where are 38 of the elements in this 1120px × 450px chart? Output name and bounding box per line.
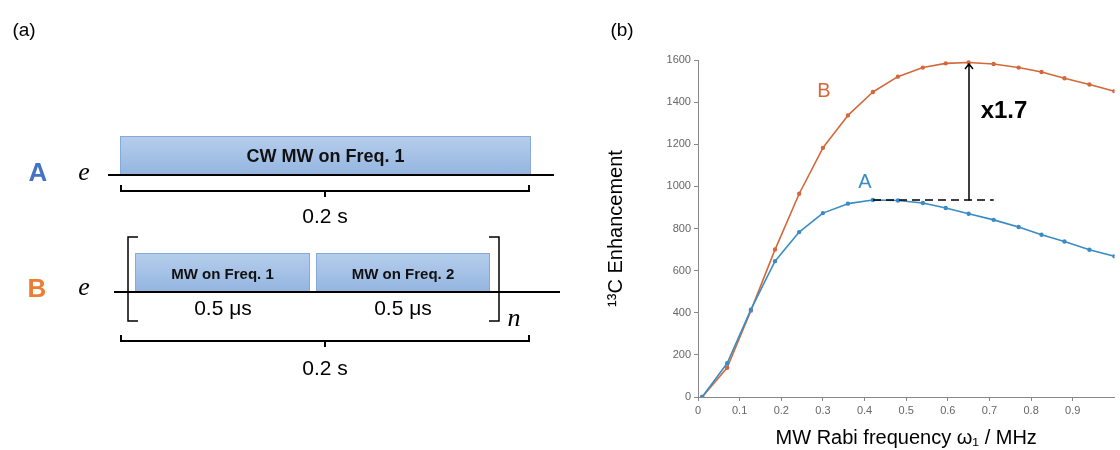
text: (a) bbox=[12, 19, 36, 41]
text: e bbox=[78, 157, 90, 187]
y-tick-label: 1000 bbox=[666, 179, 691, 192]
y-tick-label: 600 bbox=[672, 263, 691, 276]
y-tick-label: 800 bbox=[672, 221, 691, 234]
text: A bbox=[28, 156, 48, 188]
text: 0.5 μs bbox=[374, 296, 432, 320]
y-tick-label: 1400 bbox=[666, 95, 691, 108]
text: B bbox=[27, 272, 47, 304]
annotation: x1.7 bbox=[980, 95, 1028, 123]
x-tick-label: 0.4 bbox=[856, 403, 873, 416]
series-label: B bbox=[817, 78, 831, 101]
x-tick-label: 0 bbox=[694, 403, 702, 416]
y-tick-label: 1600 bbox=[666, 53, 691, 66]
text: 0.2 s bbox=[302, 204, 348, 228]
y-tick-label: 400 bbox=[672, 305, 691, 318]
text: 0.5 μs bbox=[194, 296, 252, 320]
y-tick-label: 0 bbox=[684, 390, 691, 403]
pulse-box: MW on Freq. 1 bbox=[135, 253, 310, 293]
text: e bbox=[78, 272, 90, 302]
y-axis-title: ¹³C Enhancement bbox=[603, 149, 626, 307]
x-tick-label: 0.6 bbox=[940, 403, 956, 416]
x-tick-label: 0.1 bbox=[731, 403, 748, 416]
y-tick-label: 200 bbox=[672, 347, 691, 360]
x-tick-label: 0.7 bbox=[981, 403, 998, 416]
pulse-box: CW MW on Freq. 1 bbox=[120, 136, 531, 176]
text: 0.2 s bbox=[302, 356, 348, 380]
x-tick-label: 0.8 bbox=[1023, 403, 1039, 416]
x-tick-label: 0.3 bbox=[815, 403, 831, 416]
x-axis-title: MW Rabi frequency ω₁ / MHz bbox=[775, 425, 1037, 448]
pulse-box: MW on Freq. 2 bbox=[316, 253, 490, 293]
x-tick-label: 0.9 bbox=[1065, 403, 1081, 416]
x-tick-label: 0.2 bbox=[773, 403, 789, 416]
text: n bbox=[507, 303, 521, 333]
x-tick-label: 0.5 bbox=[898, 403, 914, 416]
chart-title: (b) bbox=[610, 19, 634, 41]
y-tick-label: 1200 bbox=[666, 137, 691, 150]
series-label: A bbox=[858, 169, 873, 192]
